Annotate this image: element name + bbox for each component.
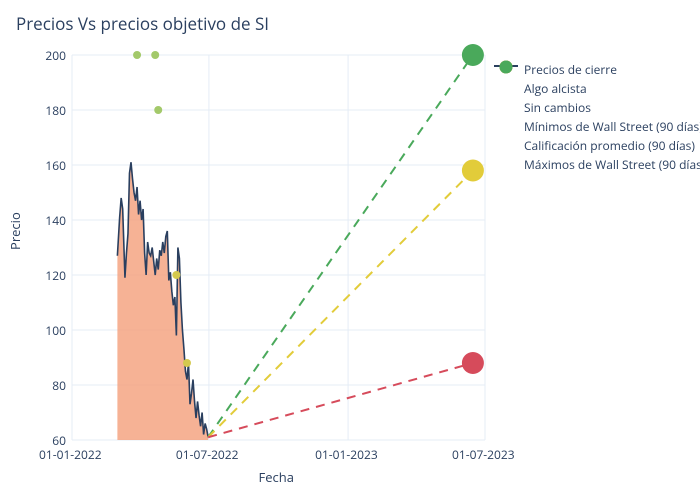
y-tick-label: 200	[45, 47, 66, 64]
y-tick-label: 160	[45, 157, 66, 174]
legend-label: Máximos de Wall Street (90 días)	[524, 156, 700, 173]
x-tick-label: 01-01-2023	[315, 446, 378, 463]
x-tick-label: 01-07-2022	[176, 446, 239, 463]
legend-label: Mínimos de Wall Street (90 días)	[524, 118, 700, 135]
y-tick-label: 80	[52, 377, 66, 394]
legend-item[interactable]: Calificación promedio (90 días)	[492, 136, 700, 155]
legend-label: Sin cambios	[524, 99, 591, 116]
legend-item[interactable]: Algo alcista	[492, 79, 700, 98]
legend-label: Precios de cierre	[524, 61, 617, 78]
legend-item[interactable]: Máximos de Wall Street (90 días)	[492, 155, 700, 174]
x-tick-label: 01-07-2023	[452, 446, 515, 463]
legend-label: Algo alcista	[524, 80, 587, 97]
legend-item[interactable]: Mínimos de Wall Street (90 días)	[492, 117, 700, 136]
y-tick-label: 140	[45, 212, 66, 229]
legend-item[interactable]: Precios de cierre	[492, 60, 700, 79]
chart-container: Precios Vs precios objetivo de SI Precio…	[0, 0, 700, 500]
y-tick-label: 180	[45, 102, 66, 119]
legend-label: Calificación promedio (90 días)	[524, 137, 695, 154]
legend: Precios de cierre Algo alcista Sin cambios…	[492, 60, 700, 174]
legend-item[interactable]: Sin cambios	[492, 98, 700, 117]
x-tick-label: 01-01-2022	[39, 446, 102, 463]
y-tick-label: 120	[45, 267, 66, 284]
y-tick-label: 100	[45, 322, 66, 339]
